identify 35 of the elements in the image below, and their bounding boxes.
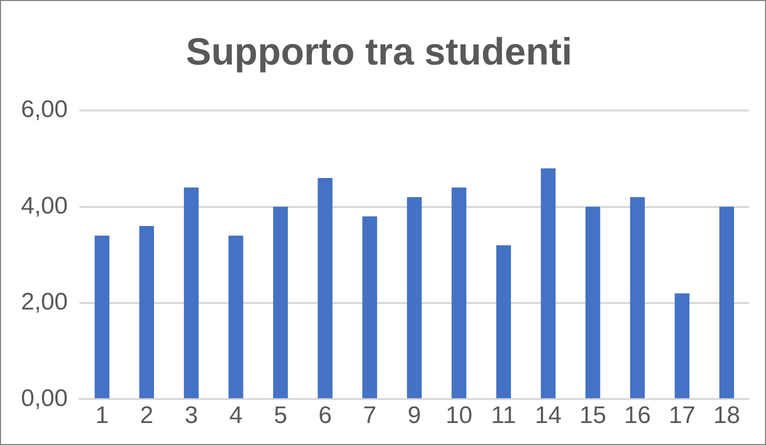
bar bbox=[362, 216, 378, 398]
y-tick-label: 2,00 bbox=[20, 288, 68, 316]
x-tick-label: 11 bbox=[491, 402, 516, 430]
bar bbox=[496, 245, 511, 398]
x-tick-label: 3 bbox=[184, 402, 198, 430]
bar bbox=[540, 168, 556, 398]
x-tick-label: 7 bbox=[363, 402, 376, 430]
bar bbox=[630, 197, 645, 398]
bar bbox=[674, 293, 690, 398]
bar bbox=[184, 188, 199, 398]
chart-title: Supporto tra studenti bbox=[186, 31, 572, 74]
y-tick-label: 0,00 bbox=[20, 384, 68, 412]
bar bbox=[585, 206, 600, 398]
x-tick-label: 6 bbox=[318, 402, 332, 430]
x-tick-label: 2 bbox=[140, 402, 154, 430]
bar bbox=[318, 178, 332, 398]
x-tick-label: 1 bbox=[95, 402, 109, 430]
y-tick-label: 6,00 bbox=[20, 96, 68, 124]
x-tick-label: 5 bbox=[274, 402, 288, 430]
bar bbox=[452, 188, 466, 398]
bar bbox=[139, 226, 154, 398]
bar bbox=[94, 236, 110, 398]
bar bbox=[406, 197, 422, 398]
bar bbox=[228, 236, 244, 398]
x-tick-label: 9 bbox=[408, 402, 422, 430]
y-tick-label: 4,00 bbox=[20, 192, 68, 220]
x-tick-label: 14 bbox=[534, 402, 562, 430]
bar bbox=[719, 206, 734, 398]
x-tick-label: 15 bbox=[579, 402, 606, 430]
x-tick-label: 4 bbox=[229, 402, 243, 430]
bar bbox=[273, 206, 288, 398]
x-tick-label: 16 bbox=[624, 402, 651, 430]
x-tick-label: 10 bbox=[446, 402, 472, 430]
x-tick-label: 18 bbox=[713, 402, 740, 430]
x-tick-label: 17 bbox=[668, 402, 696, 430]
